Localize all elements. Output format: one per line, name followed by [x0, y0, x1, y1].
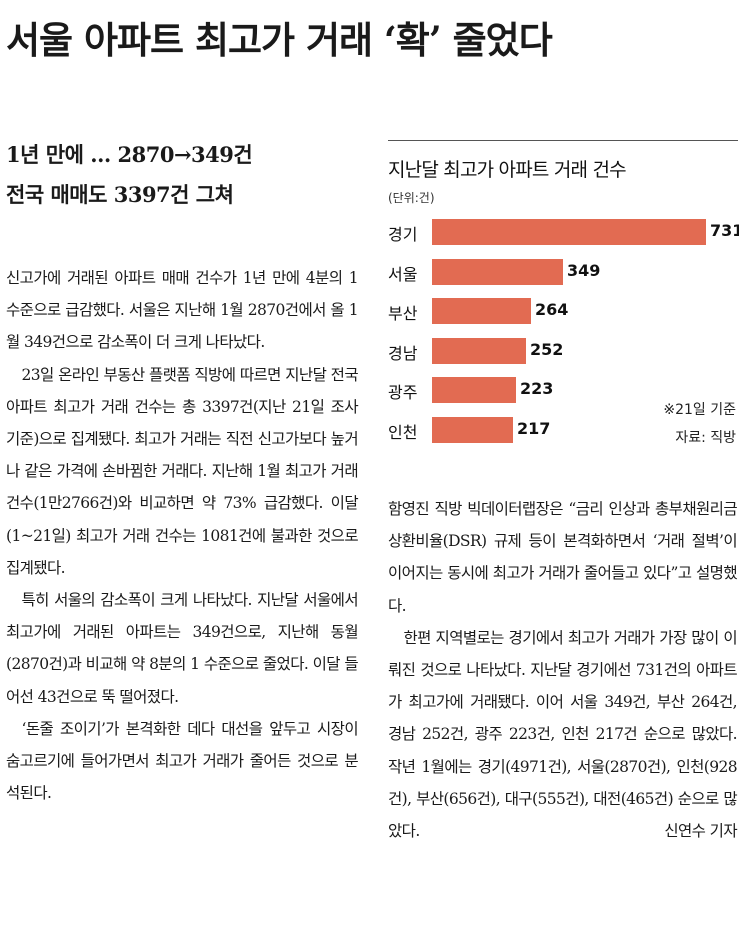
- bar-label: 경기: [388, 225, 418, 244]
- bar-value: 223: [520, 379, 554, 398]
- chart-unit: (단위:건): [388, 191, 435, 205]
- bar-value: 264: [535, 300, 569, 319]
- bar-label: 경남: [388, 343, 418, 363]
- bar: [432, 337, 526, 364]
- bar-value: 217: [517, 418, 551, 438]
- chart-note-date: ※21일 기준: [663, 402, 736, 418]
- bar: [432, 416, 513, 443]
- bar-value: 252: [530, 339, 564, 359]
- paragraph: 23일 온라인 부동산 플랫폼 직방에 따르면 지난달 전국 아파트 최고가 거…: [6, 365, 359, 577]
- paragraph-text: 한편 지역별로는 경기에서 최고가 거래가 가장 많이 이뤄진 것으로 나타났다…: [388, 628, 738, 841]
- paragraph: 한편 지역별로는 경기에서 최고가 거래가 가장 많이 이뤄진 것으로 나타났다…: [388, 622, 738, 847]
- subheadline-2: 전국 매매도 3397건 그쳐: [6, 182, 234, 207]
- paragraph: ‘돈줄 조이기’가 본격화한 데다 대선을 앞두고 시장이 숨고르기에 들어가면…: [6, 719, 359, 803]
- bar: [432, 377, 516, 403]
- paragraph: 특히 서울의 감소폭이 크게 나타났다. 지난달 서울에서 최고가에 거래된 아…: [6, 591, 359, 706]
- right-column: 함영진 직방 빅데이터랩장은 “금리 인상과 총부채원리금상환비율(DSR) 규…: [388, 493, 738, 847]
- byline: 신연수 기자: [664, 822, 737, 841]
- bar: [432, 219, 706, 245]
- paragraph: 신고가에 거래된 아파트 매매 건수가 1년 만에 4분의 1 수준으로 급감했…: [6, 269, 359, 352]
- headline: 서울 아파트 최고가 거래 ‘확’ 줄었다: [6, 18, 553, 62]
- bar: [432, 258, 563, 285]
- bar-label: 서울: [388, 264, 418, 284]
- bar-chart: 지난달 최고가 아파트 거래 건수 (단위:건) 경기 731 서울 349 부산 264…: [388, 140, 739, 459]
- bar-label: 광주: [388, 383, 418, 402]
- subheadline-1: 1년 만에 … 2870→349건: [6, 142, 253, 167]
- bar-value: 731: [710, 221, 739, 240]
- bar: [432, 298, 531, 324]
- left-column: 신고가에 거래된 아파트 매매 건수가 1년 만에 4분의 1 수준으로 급감했…: [6, 262, 359, 809]
- paragraph: 함영진 직방 빅데이터랩장은 “금리 인상과 총부채원리금상환비율(DSR) 규…: [388, 500, 738, 615]
- bar-value: 349: [567, 260, 601, 280]
- bar-label: 인천: [388, 422, 418, 442]
- bar-label: 부산: [388, 304, 418, 323]
- chart-title: 지난달 최고가 아파트 거래 건수: [388, 159, 627, 181]
- chart-note-source: 자료: 직방: [675, 430, 736, 446]
